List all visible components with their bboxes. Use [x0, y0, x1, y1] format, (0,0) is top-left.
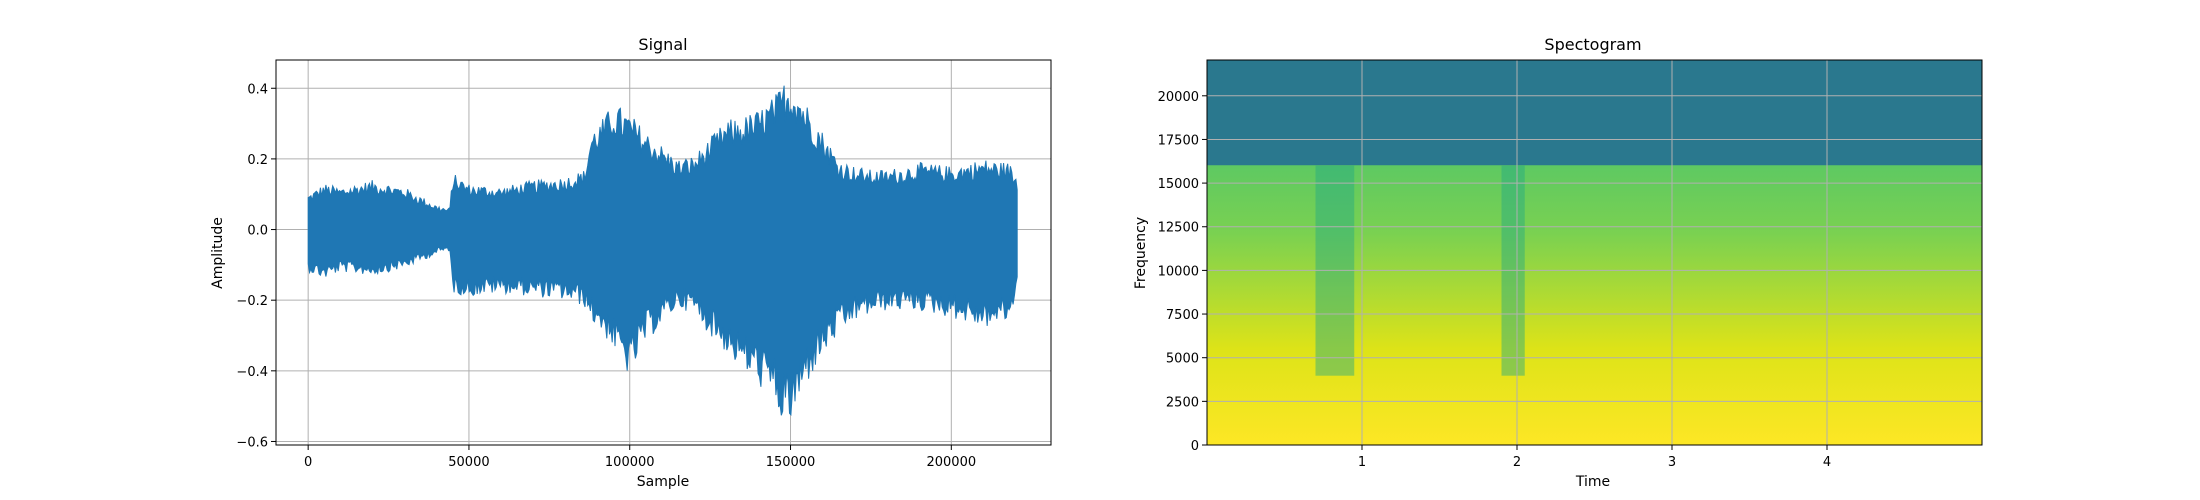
signal-y-tick-label: 0.0 [247, 224, 268, 239]
signal-x-tick-label: 50000 [448, 455, 489, 470]
spectrogram-y-tick-label: 10000 [1158, 264, 1199, 279]
signal-y-tick-label: 0.4 [247, 82, 268, 97]
signal-plot-frame [275, 59, 1052, 446]
signal-chart: Signal 0 50000 100000 150000 200000 −0.6 −0.4… [210, 35, 1052, 490]
signal-y-tick-label: −0.6 [236, 435, 268, 450]
spectrogram-y-tick-label: 12500 [1158, 221, 1199, 236]
signal-y-tick-label: −0.4 [236, 365, 268, 380]
signal-x-axis-label: Sample [637, 474, 690, 490]
spectrogram-y-tick-label: 20000 [1158, 90, 1199, 105]
spectrogram-y-tick-label: 7500 [1166, 308, 1199, 323]
spectrogram-x-axis-label: Time [1575, 474, 1610, 490]
spectrogram-image [1207, 60, 1982, 445]
spectrogram-y-axis-label: Frequency [1133, 217, 1149, 289]
spectrogram-y-tick-label: 17500 [1158, 133, 1199, 148]
spectrogram-chart-title: Spectogram [1544, 35, 1641, 54]
spectrogram-plot-frame [1206, 59, 1983, 446]
spectrogram-y-ticks: 0 2500 5000 7500 10000 12500 15000 17500 20000 [1158, 90, 1207, 454]
spectrogram-x-tick-label: 3 [1668, 455, 1676, 470]
signal-y-tick-label: 0.2 [247, 153, 268, 168]
signal-y-ticks: −0.6 −0.4 −0.2 0.0 0.2 0.4 [236, 82, 276, 450]
spectrogram-y-tick-label: 2500 [1166, 395, 1199, 410]
spectrogram-y-tick-label: 0 [1191, 439, 1199, 454]
signal-waveform [307, 85, 1018, 416]
spectrogram-x-tick-label: 2 [1513, 455, 1521, 470]
signal-chart-title: Signal [638, 35, 687, 54]
spectrogram-x-ticks: 1 2 3 4 [1358, 445, 1831, 470]
signal-y-tick-label: −0.2 [236, 294, 268, 309]
signal-x-tick-label: 100000 [605, 455, 655, 470]
signal-x-ticks: 0 50000 100000 150000 200000 [304, 445, 976, 470]
signal-x-tick-label: 150000 [766, 455, 816, 470]
signal-y-axis-label: Amplitude [210, 217, 226, 289]
spectrogram-y-tick-label: 15000 [1158, 177, 1199, 192]
spectrogram-x-tick-label: 1 [1358, 455, 1366, 470]
spectrogram-chart: Spectogram 1 2 3 4 0 2500 5000 7500 10000 12500 1… [1133, 35, 1983, 490]
spectrogram-y-tick-label: 5000 [1166, 352, 1199, 367]
signal-x-tick-label: 0 [304, 455, 312, 470]
signal-x-tick-label: 200000 [926, 455, 976, 470]
spectrogram-x-tick-label: 4 [1823, 455, 1831, 470]
